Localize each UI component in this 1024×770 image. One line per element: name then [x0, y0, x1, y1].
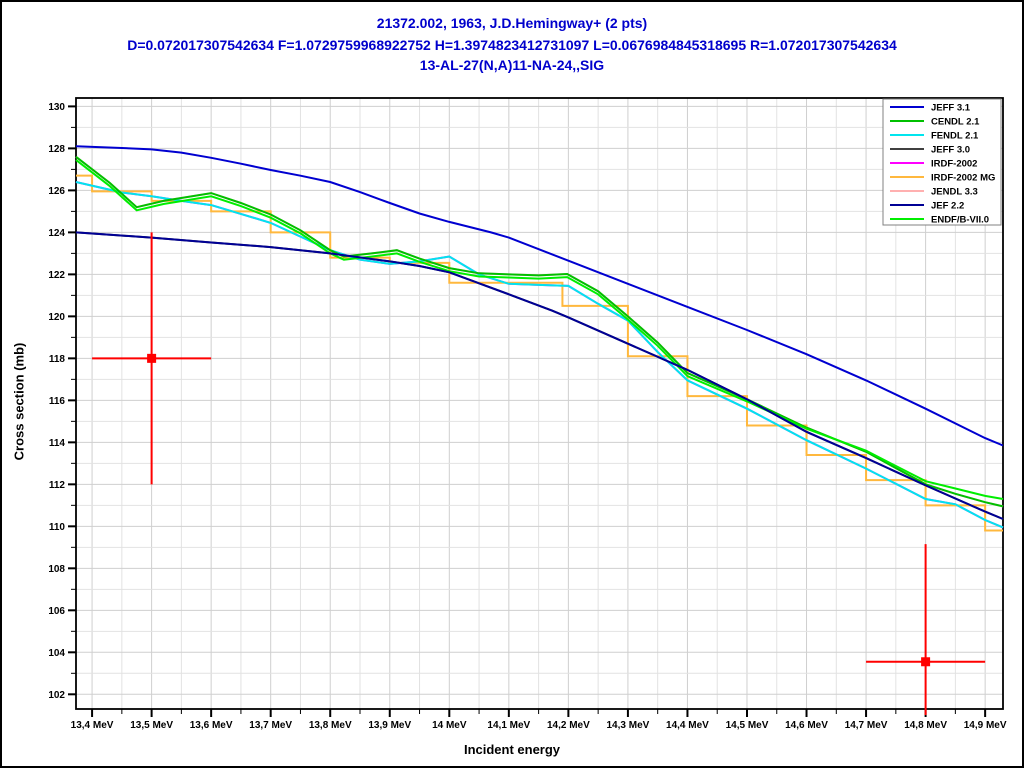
y-tick-label: 108 — [48, 564, 65, 575]
legend-label: JEFF 3.0 — [931, 145, 970, 156]
legend-label: FENDL 2.1 — [931, 131, 979, 142]
series-curve-jef-2-2 — [75, 231, 1004, 520]
legend-label: JEF 2.2 — [931, 201, 964, 212]
series-curve-jeff-3-1 — [75, 145, 1004, 447]
y-tick-label: 120 — [48, 312, 65, 323]
x-tick-label: 13,6 MeV — [190, 720, 233, 731]
plot-title: 21372.002, 1963, J.D.Hemingway+ (2 pts) — [376, 15, 648, 31]
x-tick-label: 13,4 MeV — [71, 720, 114, 731]
y-tick-label: 116 — [49, 396, 66, 407]
y-tick-label: 118 — [49, 354, 66, 365]
y-tick-label: 124 — [48, 228, 65, 239]
legend-label: IRDF-2002 — [931, 159, 977, 170]
x-tick-label: 14,4 MeV — [666, 720, 709, 731]
x-tick-label: 14,2 MeV — [547, 720, 590, 731]
y-tick-label: 126 — [48, 186, 65, 197]
x-tick-label: 14,5 MeV — [726, 720, 769, 731]
legend-label: JENDL 3.3 — [931, 187, 978, 198]
series-curve-irdf-2002 — [75, 181, 1004, 529]
x-tick-label: 13,5 MeV — [130, 720, 173, 731]
x-tick-label: 14,8 MeV — [904, 720, 947, 731]
y-tick-label: 130 — [48, 102, 65, 113]
plot-subtitle-metrics: D=0.072017307542634 F=1.0729759968922752… — [127, 37, 897, 53]
plot-reaction-label: 13-AL-27(N,A)11-NA-24,,SIG — [419, 57, 605, 73]
plot-border — [75, 97, 1004, 710]
y-tick-label: 110 — [49, 522, 66, 533]
x-tick-label: 13,7 MeV — [249, 720, 292, 731]
x-tick-label: 14 MeV — [432, 720, 467, 731]
x-tick-label: 14,3 MeV — [607, 720, 650, 731]
legend-label: ENDF/B-VII.0 — [931, 215, 989, 226]
series-curve-endf-b-vii-0 — [75, 159, 1004, 500]
series-curve-irdf-2002-mg — [76, 174, 1003, 532]
y-tick-label: 114 — [49, 438, 66, 449]
legend-label: IRDF-2002 MG — [931, 173, 995, 184]
y-tick-label: 102 — [48, 690, 65, 701]
y-tick-label: 104 — [48, 648, 65, 659]
series-curve-fendl-2-1 — [75, 181, 1004, 529]
x-tick-label: 14,6 MeV — [785, 720, 828, 731]
x-tick-label: 14,1 MeV — [487, 720, 530, 731]
data-point-marker — [147, 353, 157, 363]
legend-label: CENDL 2.1 — [931, 117, 980, 128]
y-tick-label: 106 — [48, 606, 65, 617]
y-tick-label: 122 — [48, 270, 65, 281]
y-tick-label: 112 — [49, 480, 66, 491]
y-tick-label: 128 — [48, 144, 65, 155]
data-point-marker — [921, 657, 931, 667]
x-tick-label: 14,9 MeV — [964, 720, 1007, 731]
x-tick-label: 13,9 MeV — [368, 720, 411, 731]
x-tick-label: 13,8 MeV — [309, 720, 352, 731]
legend-label: JEFF 3.1 — [931, 103, 971, 114]
x-axis-title: Incident energy — [463, 742, 561, 757]
x-tick-label: 14,7 MeV — [845, 720, 888, 731]
